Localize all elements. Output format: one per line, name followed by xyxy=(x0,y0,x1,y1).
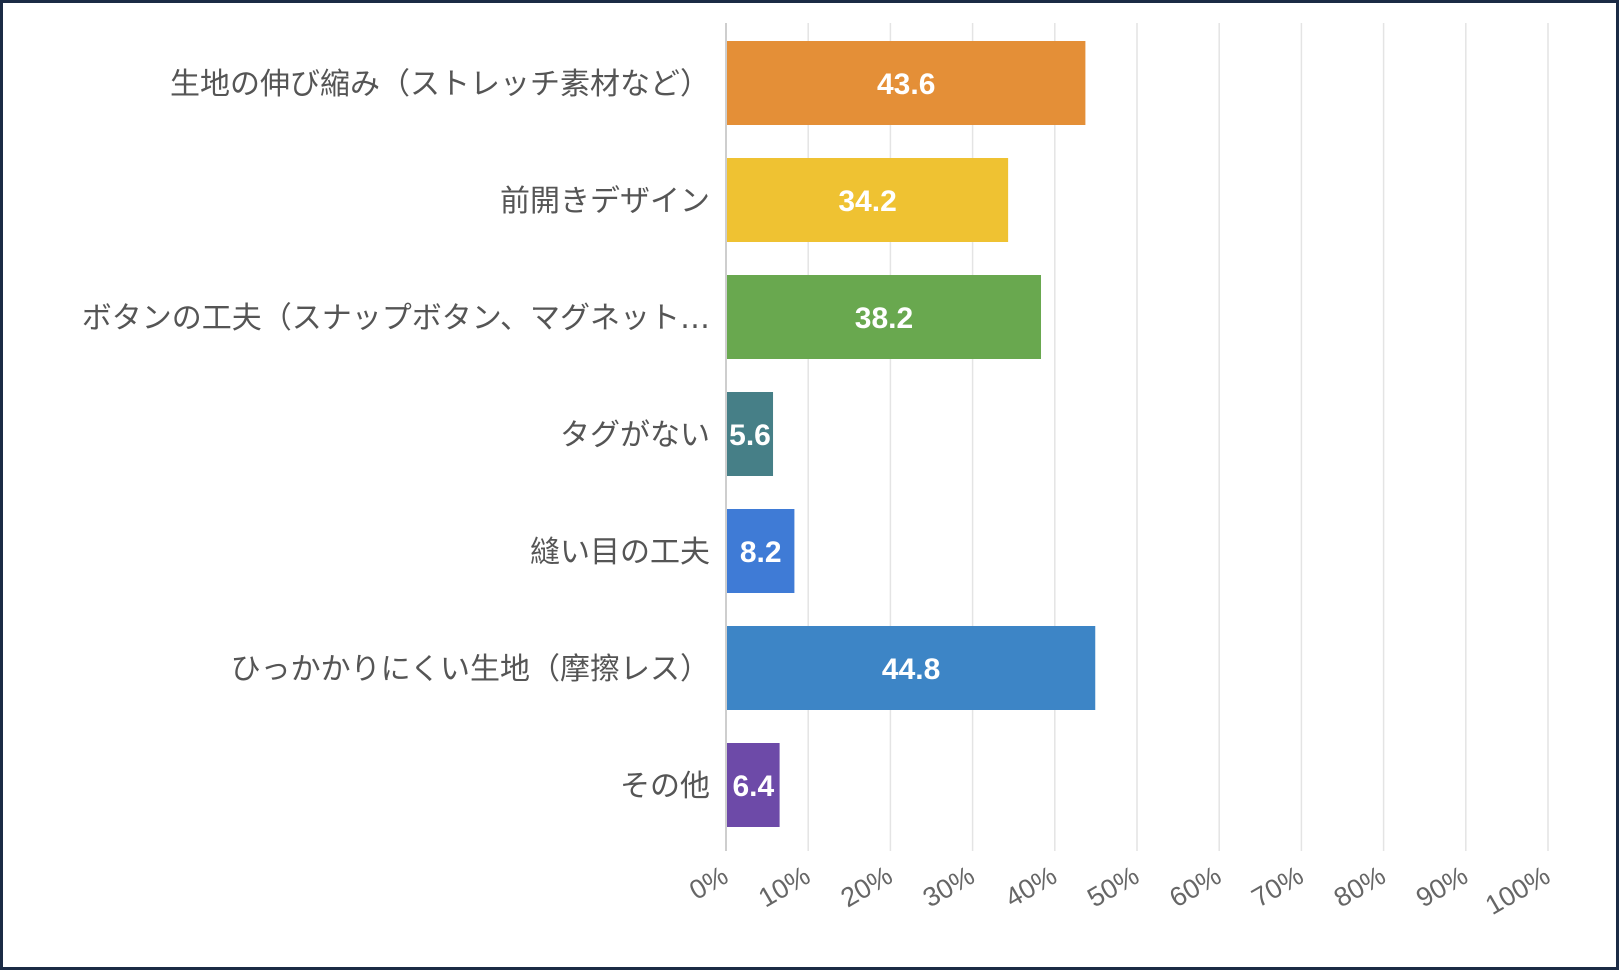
data-label: 6.4 xyxy=(732,770,774,803)
category-label: 前開きデザイン xyxy=(500,184,710,219)
x-tick-label: 70% xyxy=(1247,860,1309,913)
category-label: その他 xyxy=(620,769,710,804)
data-label: 5.6 xyxy=(729,419,771,452)
bar xyxy=(727,392,774,476)
x-tick-label: 30% xyxy=(918,860,980,913)
category-label: ボタンの工夫（スナップボタン、マグネット… xyxy=(82,301,710,336)
data-label: 43.6 xyxy=(877,68,935,101)
bar-chart: 生地の伸び縮み（ストレッチ素材など） 前開きデザインボタンの工夫（スナップボタン、… xyxy=(82,23,1555,921)
data-label: 38.2 xyxy=(855,302,913,335)
x-tick-label: 80% xyxy=(1329,860,1391,913)
bar xyxy=(727,743,780,827)
bar xyxy=(727,626,1096,710)
x-tick-label: 0% xyxy=(684,860,733,905)
bar xyxy=(727,158,1009,242)
data-label: 44.8 xyxy=(882,653,940,686)
bar xyxy=(727,509,795,593)
bar xyxy=(727,275,1042,359)
x-tick-label: 50% xyxy=(1082,860,1144,913)
x-tick-label: 20% xyxy=(836,860,898,913)
data-label: 8.2 xyxy=(740,536,782,569)
x-tick-label: 40% xyxy=(1000,860,1062,913)
bar xyxy=(727,41,1086,125)
category-label: タグがない xyxy=(560,418,710,453)
data-label: 34.2 xyxy=(838,185,896,218)
category-label: ひっかかりにくい生地（摩擦レス） xyxy=(231,652,710,687)
category-label: 生地の伸び縮み（ストレッチ素材など） xyxy=(170,67,710,102)
x-tick-label: 10% xyxy=(753,860,815,913)
x-tick-label: 100% xyxy=(1480,860,1555,921)
gridlines xyxy=(725,23,1549,851)
x-axis-ticks: 0% 10% 20% 30% 40% 50% 60% 70% 80% 90% 100% xyxy=(684,860,1555,921)
x-tick-label: 90% xyxy=(1411,860,1473,913)
category-labels: 生地の伸び縮み（ストレッチ素材など） 前開きデザインボタンの工夫（スナップボタン、… xyxy=(82,67,710,804)
value-labels: 43.6 34.2 38.2 5.6 8.2 44.8 6.4 xyxy=(729,68,940,803)
bars xyxy=(727,41,1096,827)
x-tick-label: 60% xyxy=(1164,860,1226,913)
category-label: 縫い目の工夫 xyxy=(530,535,710,570)
